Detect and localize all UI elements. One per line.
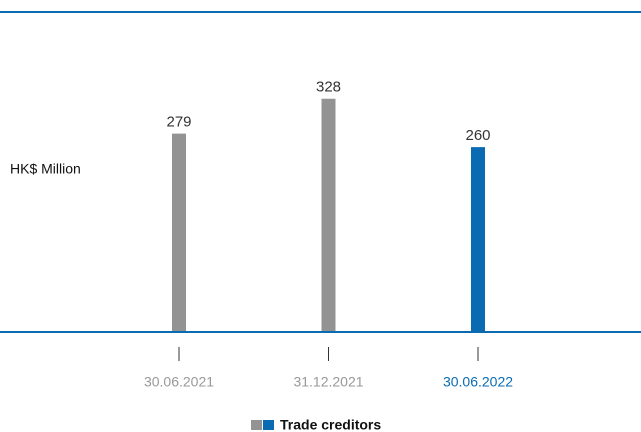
legend-swatch bbox=[263, 420, 274, 430]
value-label: 260 bbox=[465, 127, 490, 144]
y-axis-label: HK$ Million bbox=[10, 161, 81, 177]
value-label: 328 bbox=[316, 79, 341, 96]
x-tick-label: 30.06.2022 bbox=[443, 374, 513, 390]
legend-swatch bbox=[251, 420, 262, 430]
bar bbox=[172, 133, 186, 332]
x-tick-label: 31.12.2021 bbox=[293, 374, 363, 390]
bar bbox=[321, 98, 336, 332]
bar bbox=[471, 147, 485, 332]
x-tick-label: 30.06.2021 bbox=[144, 374, 214, 390]
value-label: 279 bbox=[166, 114, 191, 131]
legend-label: Trade creditors bbox=[280, 417, 381, 432]
